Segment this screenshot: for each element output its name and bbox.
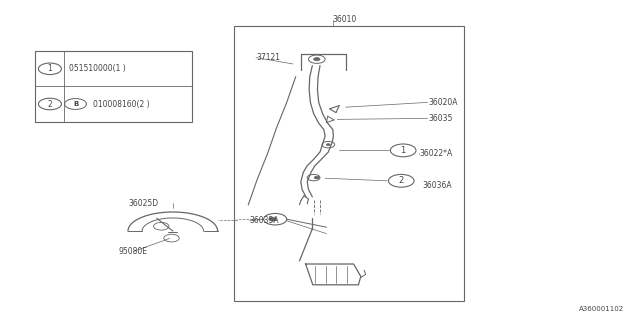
Text: 36036A: 36036A: [422, 181, 452, 190]
Bar: [35, 51, 192, 122]
Text: 36010: 36010: [333, 15, 357, 24]
Text: 1: 1: [47, 64, 52, 73]
Text: 36020A: 36020A: [429, 98, 458, 107]
Circle shape: [326, 144, 330, 146]
Text: 36022*A: 36022*A: [419, 149, 452, 158]
Text: B: B: [73, 101, 78, 107]
Text: 36035A: 36035A: [250, 216, 279, 225]
Text: 2: 2: [399, 176, 404, 185]
Bar: [234, 26, 464, 301]
Circle shape: [314, 176, 319, 179]
Text: 36025D: 36025D: [128, 199, 158, 208]
Text: A360001102: A360001102: [579, 306, 624, 312]
Text: 2: 2: [47, 100, 52, 108]
Text: 37121: 37121: [256, 53, 280, 62]
Text: 1: 1: [401, 146, 406, 155]
Text: 36035: 36035: [429, 114, 453, 123]
Text: 010008160(2 ): 010008160(2 ): [93, 100, 150, 108]
Circle shape: [269, 217, 276, 221]
Text: 051510000(1 ): 051510000(1 ): [69, 64, 126, 73]
Text: 95080E: 95080E: [118, 247, 147, 256]
Circle shape: [314, 58, 320, 61]
